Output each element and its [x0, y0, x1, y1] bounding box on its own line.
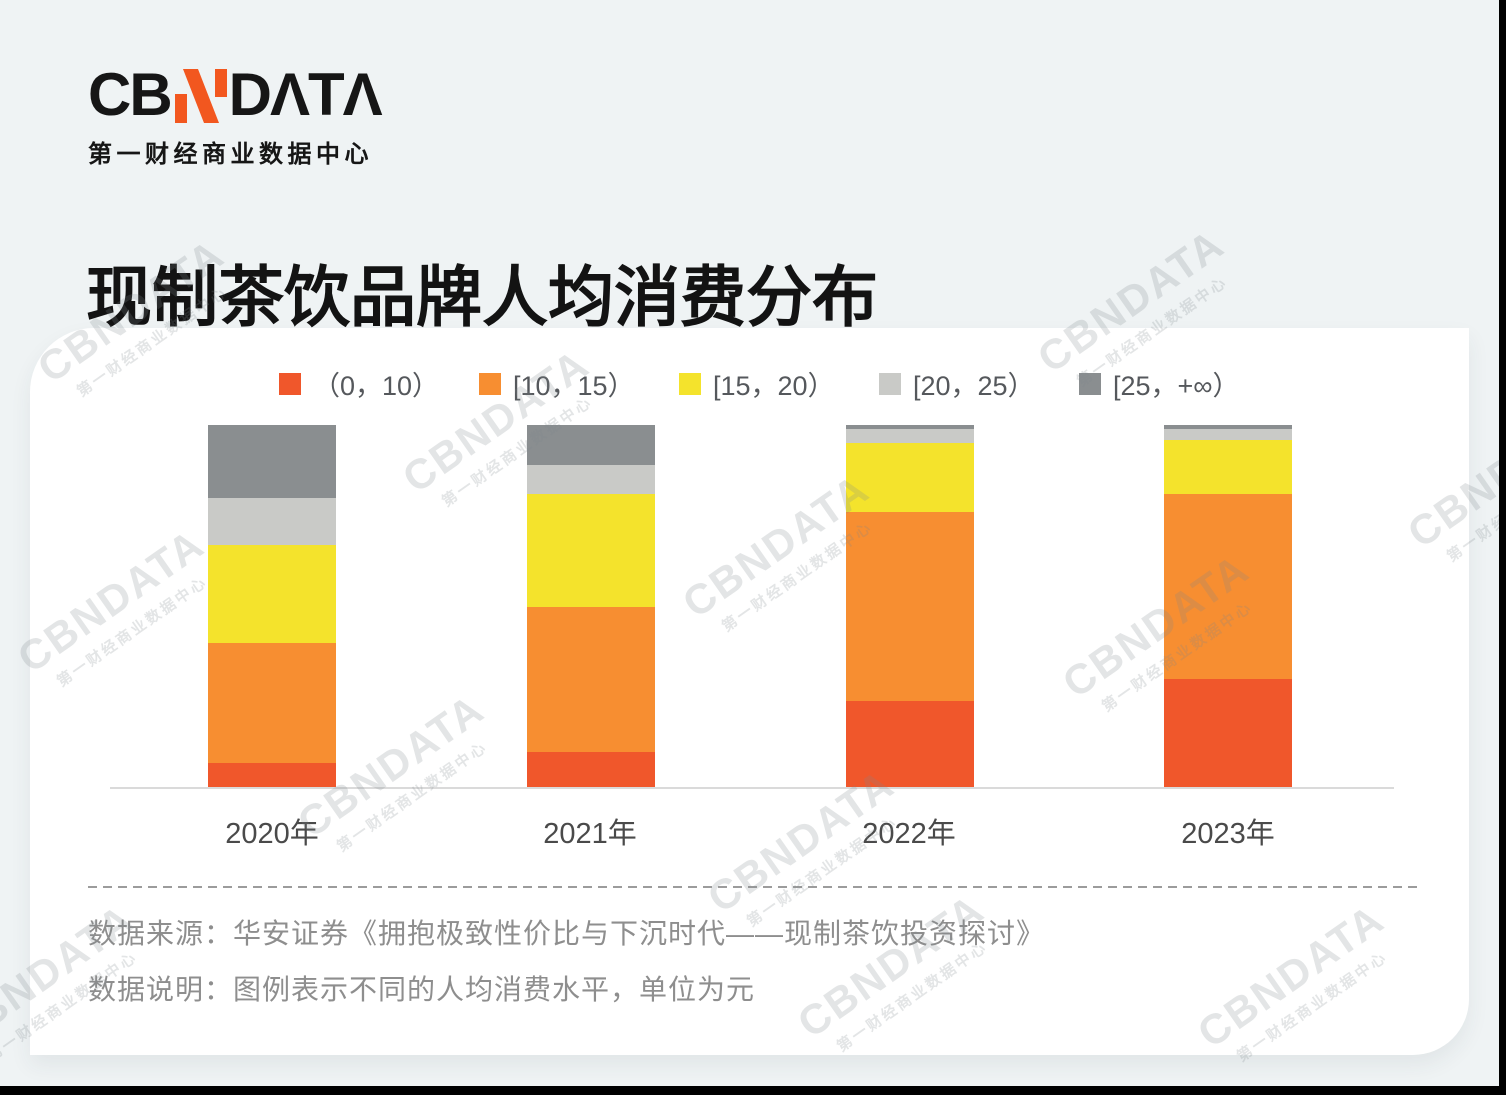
dashed-separator	[88, 886, 1422, 888]
logo-text-left: CB	[88, 61, 173, 128]
bar-segment	[527, 494, 655, 607]
bar-segment	[846, 700, 974, 788]
data-note-text: 数据说明：图例表示不同的人均消费水平，单位为元	[88, 974, 756, 1005]
legend-item-25-inf: [25，+∞）	[1079, 364, 1279, 403]
bar-segment	[1164, 428, 1292, 440]
bar-segment	[527, 751, 655, 788]
logo-text-right: DΛTΛ	[228, 61, 383, 128]
bar-segment	[527, 425, 655, 465]
legend-swatch-lightgray	[879, 372, 901, 395]
plot-area	[30, 425, 1469, 788]
legend-label: [20，25）	[913, 371, 1035, 401]
bar-segment	[1164, 425, 1292, 429]
bar-segment	[208, 642, 336, 763]
bar-segment	[1164, 439, 1292, 494]
chart-legend: （0，10） [10，15） [15，20） [20，25） [25，+∞）	[279, 364, 1279, 403]
bar-segment	[527, 464, 655, 494]
stacked-bar-2022年	[846, 425, 974, 788]
bar-segment	[846, 443, 974, 513]
legend-label: （0，10）	[313, 371, 440, 401]
bar-segment	[846, 425, 974, 429]
logo-subtitle: 第一财经商业数据中心	[88, 141, 373, 168]
legend-swatch-red	[279, 372, 301, 395]
x-tick-2022: 2022年	[862, 818, 956, 850]
bar-segment	[846, 512, 974, 701]
bar-segment	[208, 544, 336, 643]
bar-segment	[208, 497, 336, 545]
data-source-text: 数据来源：华安证券《拥抱极致性价比与下沉时代——现制茶饮投资探讨》	[88, 918, 1046, 949]
legend-item-10-15: [10，15）	[479, 364, 679, 403]
bar-segment	[1164, 493, 1292, 680]
legend-label: [10，15）	[513, 371, 635, 401]
x-axis-baseline	[110, 787, 1394, 789]
legend-item-20-25: [20，25）	[879, 364, 1079, 403]
bar-segment	[527, 606, 655, 752]
screenshot-edge-right	[1499, 0, 1506, 1095]
legend-swatch-yellow	[679, 372, 701, 395]
bar-segment	[208, 425, 336, 498]
cbndata-logo: CB DΛTΛ 第一财经商业数据中心	[88, 61, 383, 169]
bar-segment	[846, 428, 974, 444]
legend-label: [25，+∞）	[1113, 371, 1240, 401]
stacked-bar-2020年	[208, 425, 336, 788]
stacked-bar-2023年	[1164, 425, 1292, 788]
chart-card: （0，10） [10，15） [15，20） [20，25） [25，+∞） 2…	[30, 328, 1469, 1055]
stacked-bar-2021年	[527, 425, 655, 788]
bar-segment	[1164, 679, 1292, 788]
legend-item-0-10: （0，10）	[279, 364, 479, 403]
x-tick-2023: 2023年	[1181, 818, 1275, 850]
x-tick-2021: 2021年	[543, 818, 637, 850]
logo-n-icon	[174, 69, 227, 128]
page-title: 现制茶饮品牌人均消费分布	[86, 260, 878, 335]
legend-swatch-darkgray	[1079, 372, 1101, 395]
legend-item-15-20: [15，20）	[679, 364, 879, 403]
bar-segment	[208, 762, 336, 788]
legend-label: [15，20）	[713, 371, 835, 401]
legend-swatch-orange	[479, 372, 501, 395]
screenshot-edge-bottom	[0, 1086, 1506, 1095]
x-tick-2020: 2020年	[225, 818, 319, 850]
